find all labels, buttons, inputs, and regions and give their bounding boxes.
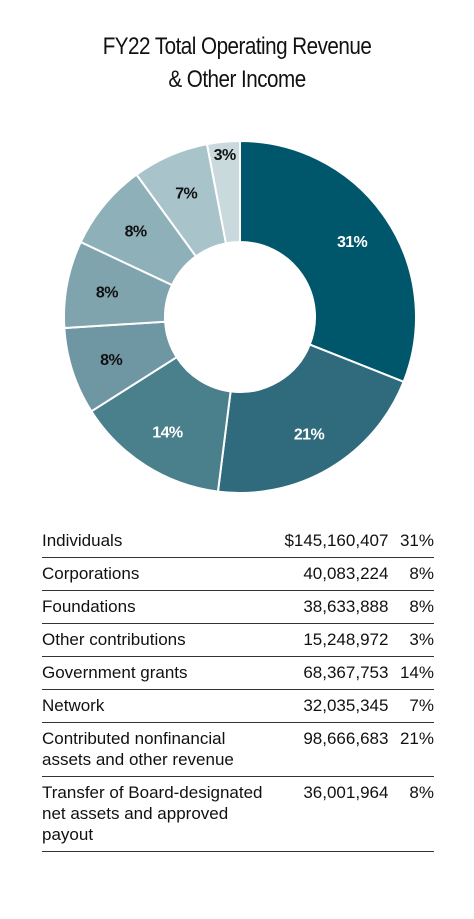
row-amount: 15,248,972 xyxy=(272,623,389,657)
donut-slice-3 xyxy=(90,355,232,493)
donut-slice-2 xyxy=(216,343,405,494)
donut-slice-label-1: 31% xyxy=(337,234,368,251)
row-amount: 36,001,964 xyxy=(272,776,389,852)
row-percent: 21% xyxy=(388,722,434,777)
row-name: Individuals xyxy=(42,525,273,558)
donut-slice-label-8: 3% xyxy=(214,147,236,164)
row-amount: 32,035,345 xyxy=(272,689,389,723)
donut-slice-1 xyxy=(239,139,417,384)
chart-title-line-1: FY22 Total Operating Revenue xyxy=(102,33,372,60)
row-percent: 14% xyxy=(388,656,434,690)
row-percent: 31% xyxy=(388,525,434,558)
donut-slice-label-3: 14% xyxy=(152,424,183,441)
table-row: Transfer of Board-designated net assets … xyxy=(42,776,434,852)
row-name: Transfer of Board-designated net assets … xyxy=(42,776,273,852)
table-row: Contributed nonfinancial assets and othe… xyxy=(42,722,434,777)
revenue-table: Individuals $145,160,407 31% Corporations 40… xyxy=(42,525,434,852)
donut-slices xyxy=(63,139,417,494)
row-percent: 8% xyxy=(388,776,434,852)
row-name: Network xyxy=(42,689,273,723)
row-percent: 3% xyxy=(388,623,434,657)
chart-title-line-2: & Other Income xyxy=(168,66,306,93)
chart-title: FY22 Total Operating Revenue & Other Inc… xyxy=(33,30,441,96)
row-amount: 98,666,683 xyxy=(272,722,389,777)
table-row: Network 32,035,345 7% xyxy=(42,689,434,723)
row-amount: 40,083,224 xyxy=(272,557,389,591)
row-amount: $145,160,407 xyxy=(272,525,389,558)
donut-labels: 31% 21% 14% 8% 8% 8% 7% 3% xyxy=(96,147,368,443)
donut-chart: 31% 21% 14% 8% 8% 8% 7% 3% xyxy=(63,139,417,494)
row-name: Government grants xyxy=(42,656,273,690)
donut-slice-label-7: 7% xyxy=(175,186,197,203)
row-amount: 68,367,753 xyxy=(272,656,389,690)
table-row: Other contributions 15,248,972 3% xyxy=(42,623,434,657)
row-percent: 8% xyxy=(388,557,434,591)
donut-slice-label-5: 8% xyxy=(96,285,118,302)
donut-slice-8 xyxy=(205,139,241,245)
donut-slice-label-4: 8% xyxy=(100,352,122,369)
donut-slice-label-6: 8% xyxy=(125,224,147,241)
row-percent: 8% xyxy=(388,590,434,624)
row-name: Foundations xyxy=(42,590,273,624)
row-name: Other contributions xyxy=(42,623,273,657)
table-row: Individuals $145,160,407 31% xyxy=(42,525,434,558)
table-row: Foundations 38,633,888 8% xyxy=(42,590,434,624)
donut-slice-label-2: 21% xyxy=(294,427,325,444)
row-name: Corporations xyxy=(42,557,273,591)
row-percent: 7% xyxy=(388,689,434,723)
row-amount: 38,633,888 xyxy=(272,590,389,624)
table-row: Government grants 68,367,753 14% xyxy=(42,656,434,690)
row-name: Contributed nonfinancial assets and othe… xyxy=(42,722,273,777)
table-row: Corporations 40,083,224 8% xyxy=(42,557,434,591)
